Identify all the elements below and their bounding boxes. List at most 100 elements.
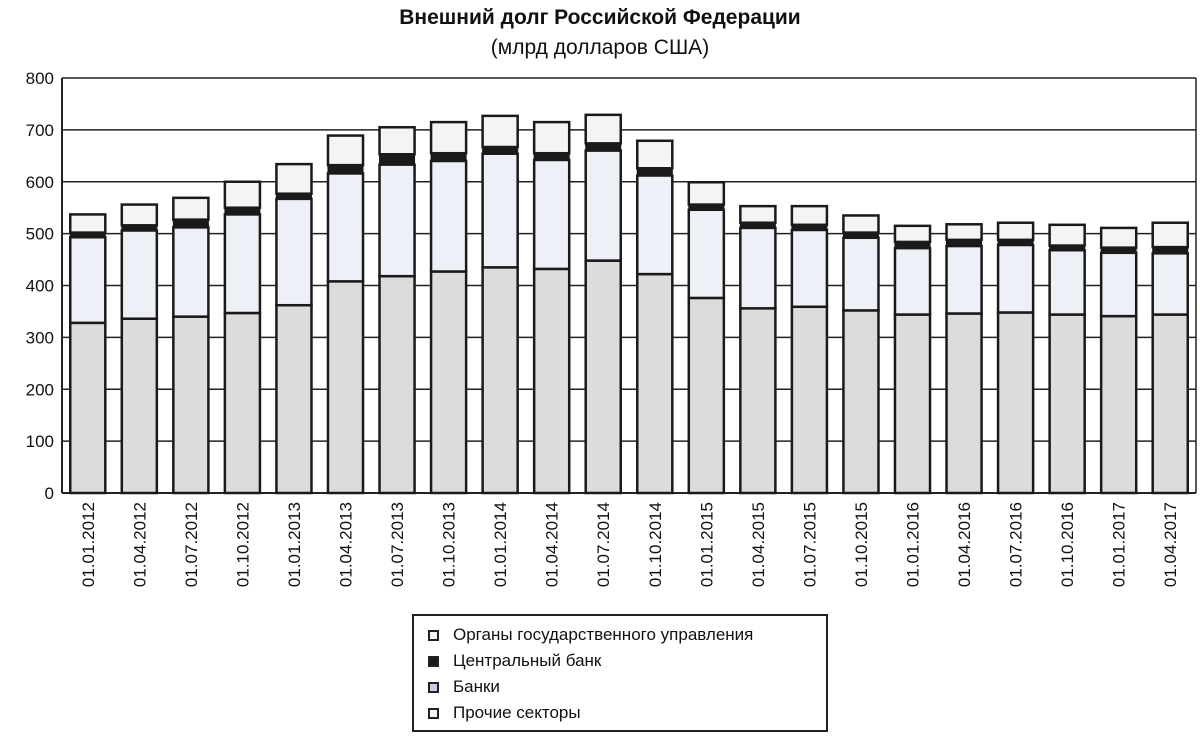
x-tick-label: 01.10.2016 [1058,502,1077,587]
y-tick-label: 400 [26,277,54,296]
chart-subtitle: (млрд долларов США) [490,36,710,59]
x-tick-label: 01.01.2016 [904,502,923,587]
bar-other [893,313,932,495]
bar-gov [429,120,468,155]
bar-banks [326,172,365,283]
bar-banks [378,163,416,278]
x-tick-label: 01.04.2014 [543,502,562,587]
bar-gov [68,213,107,234]
x-tick-label: 01.04.2017 [1161,502,1180,587]
legend-item-gov: Органы государственного управления [428,622,812,648]
x-tick-label: 01.07.2012 [182,502,201,587]
legend-label-other: Прочие секторы [453,703,581,722]
bar-other [326,280,365,495]
bar-other [842,309,880,495]
x-tick-label: 01.04.2015 [749,502,768,587]
y-tick-label: 0 [45,484,54,503]
bar-banks [481,152,519,269]
bar-other [172,315,210,495]
legend-swatch-other [428,707,439,719]
x-tick-label: 01.10.2012 [233,502,252,587]
x-tick-label: 01.10.2015 [852,502,871,587]
bar-other [481,266,519,495]
bar-other [223,311,262,495]
y-tick-label: 500 [26,225,54,244]
y-tick-label: 800 [26,69,54,88]
bar-banks [739,226,777,310]
bar-other [1151,313,1190,495]
bar-gov [378,126,416,156]
bar-gov [739,204,777,224]
x-tick-label: 01.10.2014 [646,502,665,587]
bar-central-bank [379,153,416,166]
bar-banks [584,149,623,262]
bar-banks [790,228,829,309]
bar-banks [1099,251,1138,318]
bar-gov [1099,226,1138,249]
legend-swatch-gov [428,629,439,641]
bar-banks [1151,252,1190,316]
legend-label-central-bank: Центральный банк [453,651,602,670]
bar-other [120,317,159,495]
x-tick-label: 01.01.2014 [491,502,510,587]
bar-gov [223,180,262,209]
x-tick-label: 01.07.2016 [1007,502,1026,587]
bar-banks [532,158,571,271]
x-tick-label: 01.04.2012 [130,502,149,587]
y-tick-label: 100 [26,432,54,451]
bar-other [1048,313,1086,495]
bar-gov [893,224,932,244]
bar-other [532,267,571,495]
bar-gov [481,114,519,149]
legend-swatch-central-bank [428,655,439,667]
x-tick-label: 01.07.2014 [594,502,613,587]
legend: Органы государственного управления Центр… [412,614,828,732]
bar-banks [1048,248,1086,316]
x-tick-label: 01.07.2013 [388,502,407,587]
bar-gov [326,134,365,167]
bar-gov [275,162,313,195]
x-tick-label: 01.01.2015 [697,502,716,587]
legend-label-gov: Органы государственного управления [453,625,754,644]
bar-banks [120,229,159,320]
legend-swatch-banks [428,681,439,693]
bar-other [996,311,1035,495]
y-tick-label: 700 [26,121,54,140]
bar-gov [532,120,571,155]
x-tick-label: 01.07.2015 [800,502,819,587]
bar-other [635,272,674,495]
y-tick-label: 200 [26,380,54,399]
bar-banks [842,236,880,312]
bar-other [739,307,777,495]
bar-other [584,259,623,495]
legend-item-banks: Банки [428,674,812,700]
bar-gov [790,204,829,227]
bar-gov [687,181,726,206]
bar-banks [687,208,726,300]
bar-other [68,321,107,495]
bar-gov [584,113,623,145]
legend-label-banks: Банки [453,677,500,696]
bar-gov [842,214,880,234]
bar-other [687,296,726,495]
bar-other [429,270,468,495]
bar-gov [635,139,674,170]
x-tick-label: 01.01.2017 [1110,502,1129,587]
bar-other [945,312,983,495]
bar-banks [996,243,1035,314]
bar-gov [1151,221,1190,249]
bar-banks [429,159,468,273]
bar-gov [120,203,159,227]
y-tick-label: 600 [26,173,54,192]
bar-gov [172,196,210,221]
x-tick-label: 01.04.2016 [955,502,974,587]
x-tick-label: 01.01.2013 [285,502,304,587]
bar-other [275,303,313,495]
bar-banks [68,236,107,325]
chart-title: Внешний долг Российской Федерации [399,6,801,29]
bar-banks [223,213,262,315]
bar-banks [275,197,313,307]
x-tick-label: 01.01.2012 [79,502,98,587]
bar-banks [893,246,932,316]
